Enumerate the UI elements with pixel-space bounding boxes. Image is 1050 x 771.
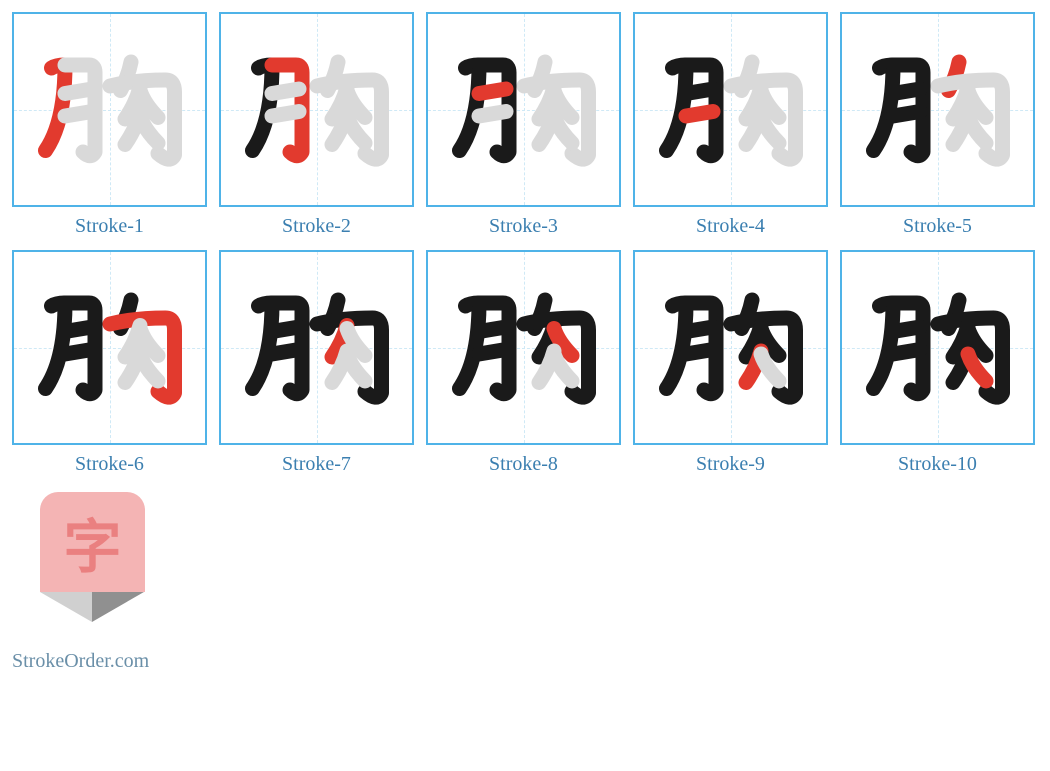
stroke-box xyxy=(633,12,828,207)
stroke-caption: Stroke-6 xyxy=(75,453,144,476)
stroke-step: Stroke-10 xyxy=(840,250,1035,476)
footer-source: StrokeOrder.com xyxy=(12,650,1038,673)
stroke-caption: Stroke-2 xyxy=(282,215,351,238)
stroke-box xyxy=(219,250,414,445)
stroke-step: Stroke-1 xyxy=(12,12,207,238)
stroke-caption: Stroke-10 xyxy=(898,453,977,476)
stroke-caption: Stroke-7 xyxy=(282,453,351,476)
stroke-caption: Stroke-1 xyxy=(75,215,144,238)
stroke-step: Stroke-8 xyxy=(426,250,621,476)
stroke-box xyxy=(12,250,207,445)
stroke-box xyxy=(426,250,621,445)
stroke-caption: Stroke-3 xyxy=(489,215,558,238)
logo-glyph: 字 xyxy=(40,500,145,584)
stroke-caption: Stroke-9 xyxy=(696,453,765,476)
logo-cell: 字 xyxy=(12,488,207,632)
stroke-box xyxy=(633,250,828,445)
stroke-step: Stroke-2 xyxy=(219,12,414,238)
stroke-box xyxy=(219,12,414,207)
stroke-caption: Stroke-4 xyxy=(696,215,765,238)
stroke-caption: Stroke-8 xyxy=(489,453,558,476)
stroke-step: Stroke-4 xyxy=(633,12,828,238)
stroke-box xyxy=(12,12,207,207)
stroke-step: Stroke-7 xyxy=(219,250,414,476)
stroke-box xyxy=(840,250,1035,445)
stroke-step: Stroke-9 xyxy=(633,250,828,476)
stroke-step: Stroke-5 xyxy=(840,12,1035,238)
stroke-grid: Stroke-1 Stroke-2 Stroke-3 Stroke-4 Stro… xyxy=(12,12,1038,632)
stroke-step: Stroke-6 xyxy=(12,250,207,476)
stroke-box xyxy=(840,12,1035,207)
stroke-step: Stroke-3 xyxy=(426,12,621,238)
stroke-caption: Stroke-5 xyxy=(903,215,972,238)
site-logo: 字 xyxy=(40,492,145,632)
stroke-box xyxy=(426,12,621,207)
